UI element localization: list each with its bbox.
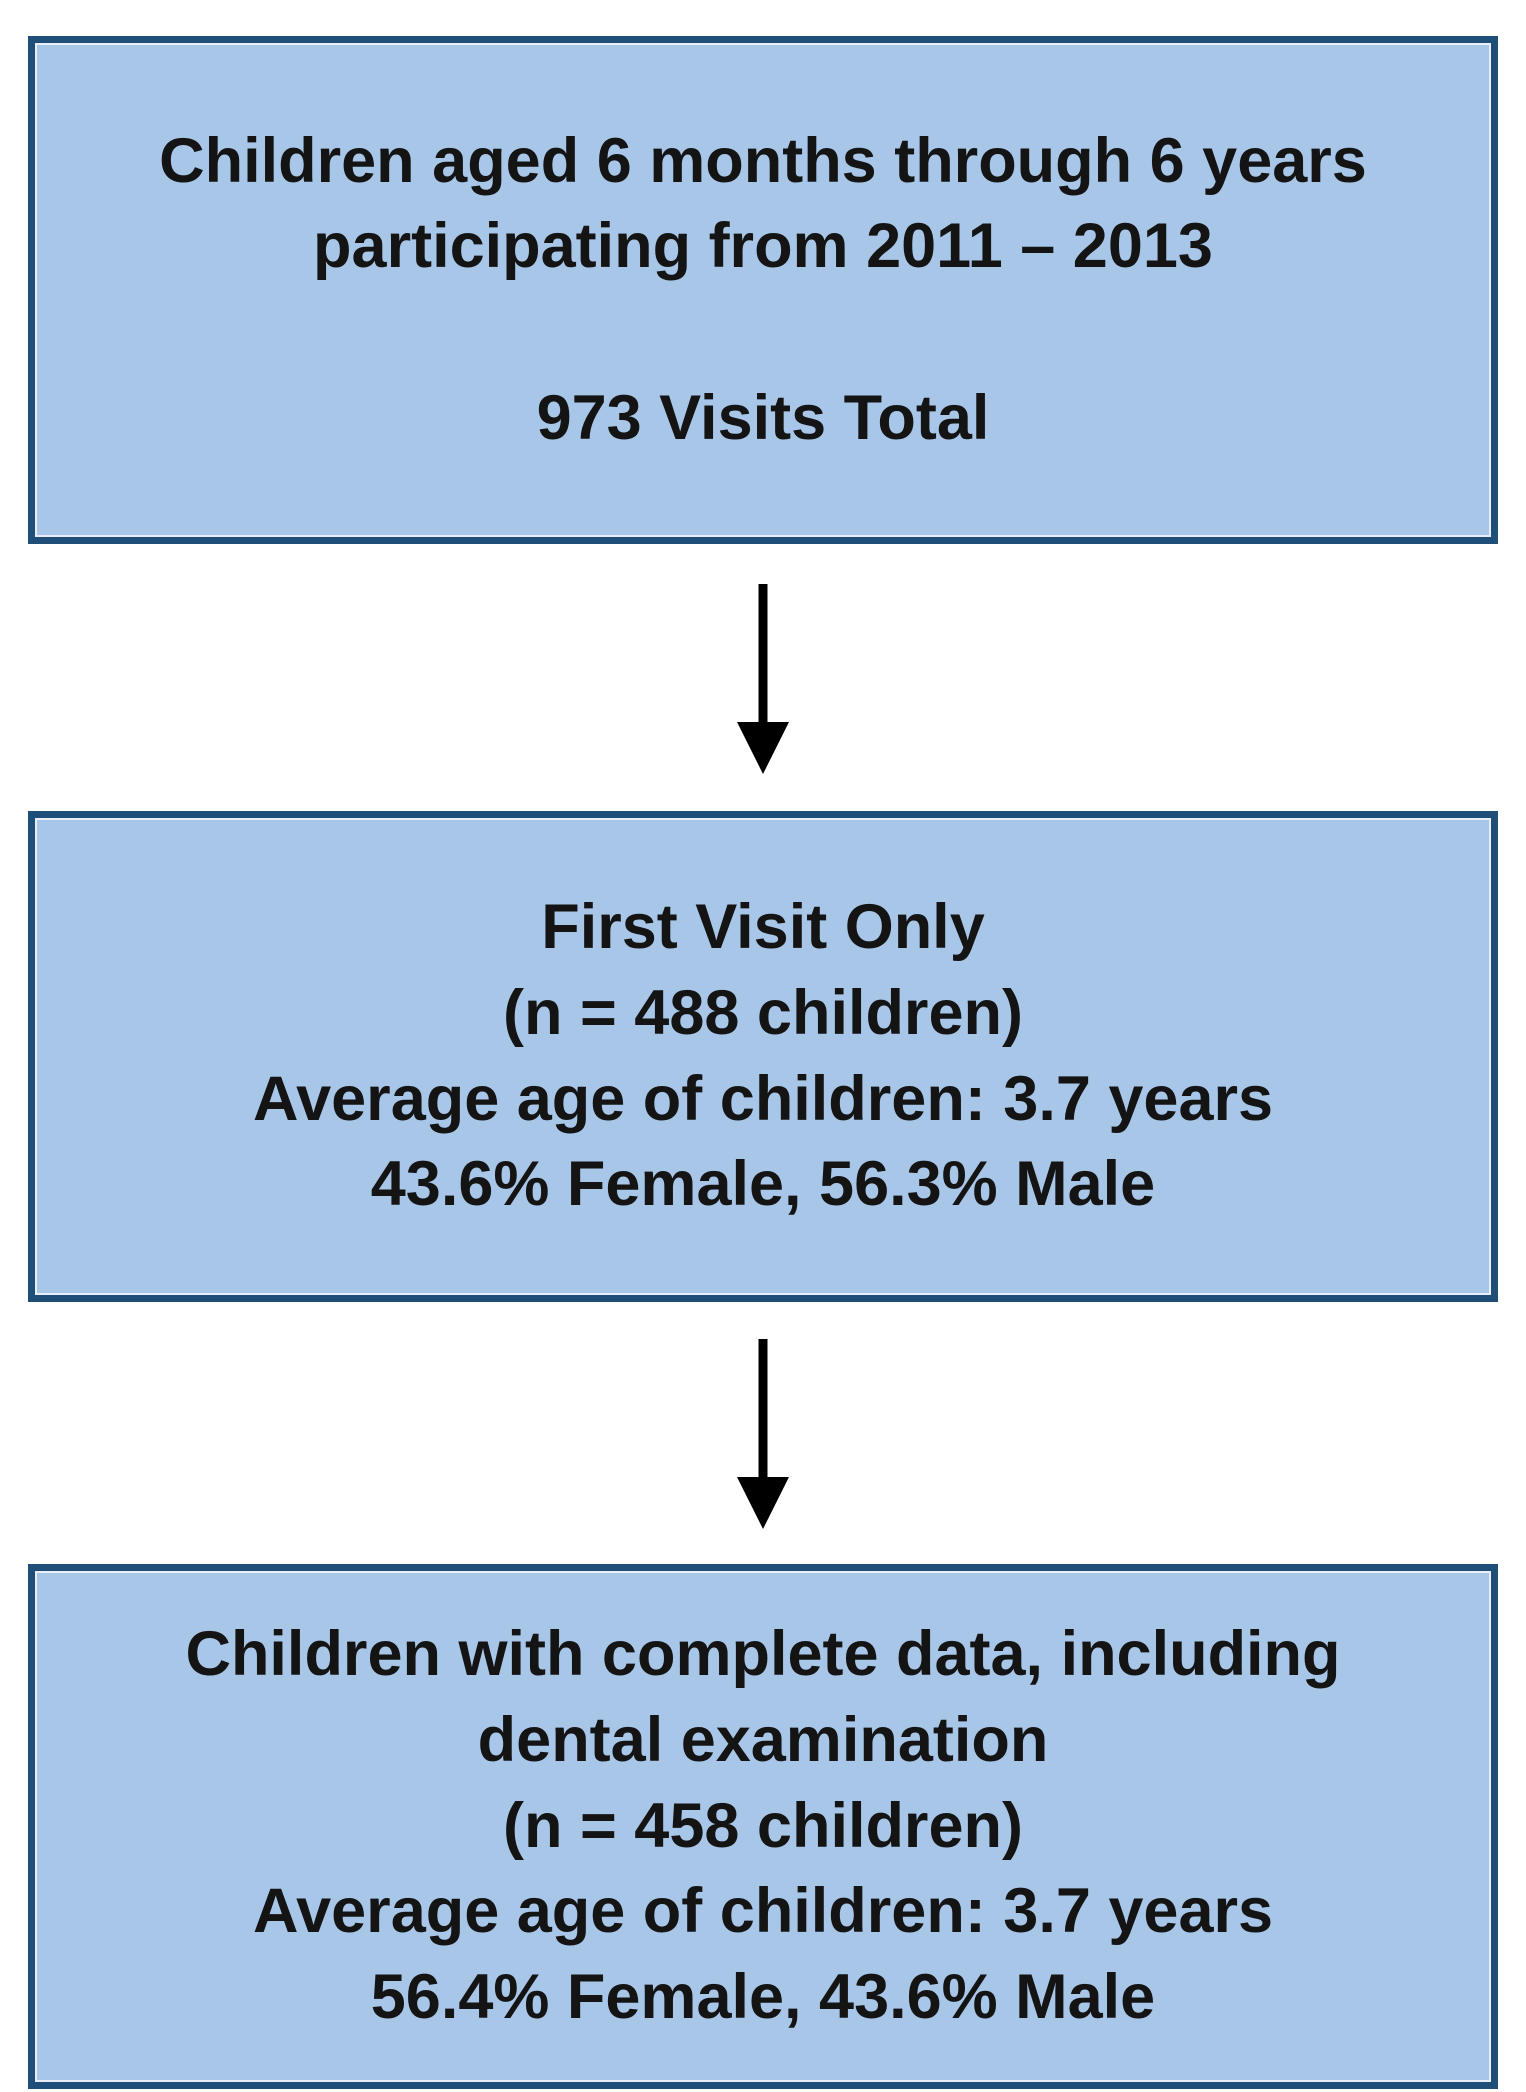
box-complete-data-title-line-2: dental examination (477, 1704, 1049, 1775)
box-first-visit-average-age: Average age of children: 3.7 years (252, 1063, 1274, 1134)
box-first-visit-title: First Visit Only (541, 892, 985, 963)
box-population-line-2: participating from 2011 – 2013 (313, 211, 1213, 282)
box-population-total-visits: 973 Visits Total (536, 382, 990, 453)
box-complete-data-title-line-1: Children with complete data, including (185, 1619, 1341, 1690)
flowchart-box-first-visit: First Visit Only (n = 488 children) Aver… (28, 811, 1498, 1302)
box-population-line-1: Children aged 6 months through 6 years (159, 125, 1367, 196)
down-arrow-icon (737, 583, 789, 774)
box-first-visit-n: (n = 488 children) (503, 977, 1023, 1048)
flowchart-box-complete-data: Children with complete data, including d… (28, 1564, 1498, 2089)
arrow-gap-2 (28, 1302, 1498, 1564)
down-arrow-icon (737, 1339, 789, 1529)
arrow-gap-1 (28, 544, 1498, 811)
flowchart-box-population: Children aged 6 months through 6 years p… (28, 36, 1498, 544)
box-first-visit-sex-split: 43.6% Female, 56.3% Male (370, 1149, 1156, 1220)
box-complete-data-sex-split: 56.4% Female, 43.6% Male (370, 1962, 1156, 2032)
box-complete-data-average-age: Average age of children: 3.7 years (252, 1876, 1274, 1947)
box-complete-data-n: (n = 458 children) (503, 1790, 1023, 1861)
